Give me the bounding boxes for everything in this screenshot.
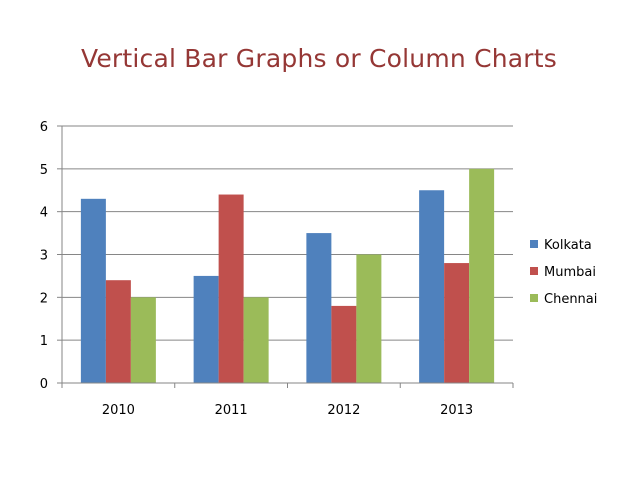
bar-chennai-2011 bbox=[243, 297, 269, 383]
bar-chennai-2013 bbox=[469, 168, 495, 383]
bar-mumbai-2013 bbox=[444, 263, 470, 383]
bar-mumbai-2012 bbox=[331, 305, 357, 383]
legend-swatch-chennai bbox=[530, 294, 538, 302]
legend-swatch-mumbai bbox=[530, 267, 538, 275]
y-axis-tick-labels: 0 1 2 3 4 5 6 bbox=[40, 120, 48, 392]
bar-series bbox=[80, 168, 495, 383]
bar-kolkata-2010 bbox=[80, 198, 106, 383]
bar-kolkata-2012 bbox=[306, 233, 332, 383]
legend-swatch-kolkata bbox=[530, 240, 538, 248]
y-tick-label-3: 3 bbox=[40, 249, 48, 264]
x-tick-label-2012: 2012 bbox=[327, 403, 360, 418]
legend-label-mumbai: Mumbai bbox=[544, 265, 596, 280]
legend-label-chennai: Chennai bbox=[544, 292, 597, 307]
x-tick-label-2011: 2011 bbox=[215, 403, 248, 418]
bar-chennai-2010 bbox=[130, 297, 156, 383]
x-tick-label-2013: 2013 bbox=[440, 403, 473, 418]
bar-mumbai-2010 bbox=[105, 280, 131, 383]
legend: Kolkata Mumbai Chennai bbox=[530, 238, 597, 307]
y-tick-label-6: 6 bbox=[40, 120, 48, 135]
y-tick-label-4: 4 bbox=[40, 206, 48, 221]
y-tick-label-5: 5 bbox=[40, 163, 48, 178]
x-tick-label-2010: 2010 bbox=[102, 403, 135, 418]
y-tick-label-2: 2 bbox=[40, 291, 48, 306]
bar-chennai-2012 bbox=[356, 254, 382, 383]
bar-mumbai-2011 bbox=[218, 194, 244, 383]
chart-title: Vertical Bar Graphs or Column Charts bbox=[80, 44, 557, 73]
legend-label-kolkata: Kolkata bbox=[544, 238, 592, 253]
y-tick-label-0: 0 bbox=[40, 377, 48, 392]
bar-kolkata-2011 bbox=[193, 275, 219, 383]
axes bbox=[57, 125, 514, 388]
y-tick-label-1: 1 bbox=[40, 334, 48, 349]
bar-kolkata-2013 bbox=[419, 190, 445, 383]
x-axis-tick-labels: 2010 2011 2012 2013 bbox=[102, 403, 473, 418]
